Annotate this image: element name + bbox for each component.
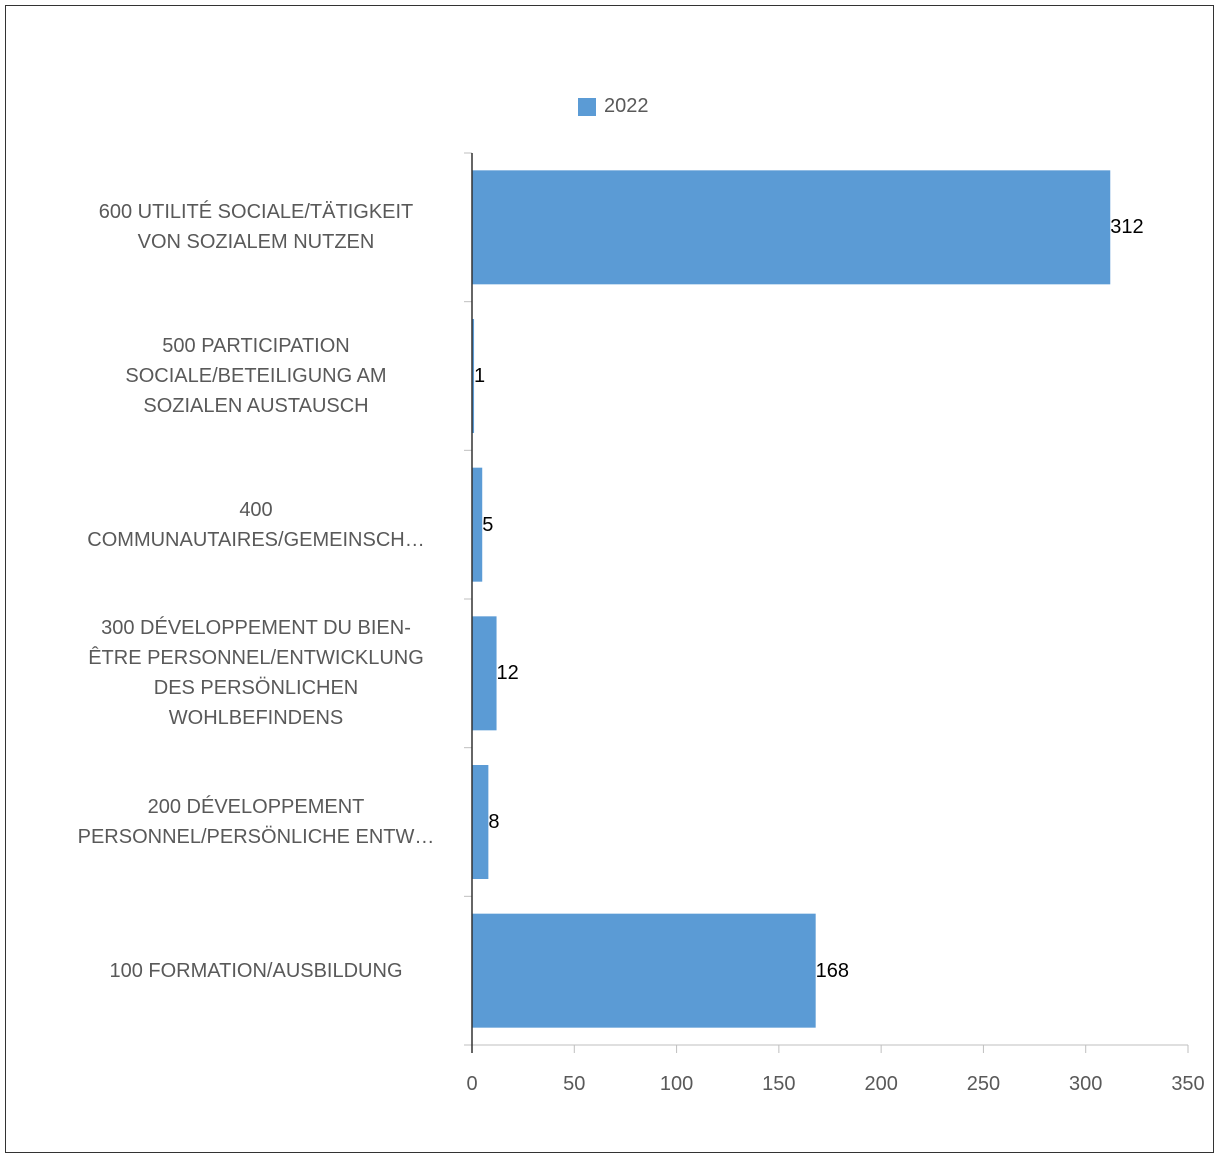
category-label-line: COMMUNAUTAIRES/GEMEINSCH… (87, 528, 425, 551)
bar (472, 765, 489, 879)
category-label: 400 COMMUNAUTAIRES/GEMEINSCH… (56, 495, 456, 555)
category-label: 200 DÉVELOPPEMENT PERSONNEL/PERSÖNLICHE E… (56, 792, 456, 852)
category-label-line: DES PERSÖNLICHEN (153, 677, 359, 700)
data-label: 5 (482, 513, 494, 536)
x-tick-label: 200 (864, 1073, 898, 1095)
category-label-line: 400 (239, 498, 273, 521)
category-label-line: 500 PARTICIPATION (162, 335, 350, 357)
category-label-line: PERSONNEL/PERSÖNLICHE ENTW… (77, 826, 435, 848)
category-label-line: 600 UTILITÉ SOCIALE/TÄTIGKEIT (98, 201, 414, 224)
x-tick-label: 150 (762, 1073, 796, 1095)
category-label: 600 UTILITÉ SOCIALE/TÄTIGKEIT VON SOZIALE… (56, 197, 456, 257)
legend-label: 2022 (604, 95, 649, 117)
category-label-line: WOHLBEFINDENS (168, 707, 344, 730)
bar (472, 616, 497, 731)
category-label: 500 PARTICIPATION SOCIALE/BETEILIGUNG AM S… (56, 331, 456, 421)
x-tick-label: 0 (466, 1073, 478, 1095)
data-label: 1 (474, 365, 486, 387)
category-label-line: 200 DÉVELOPPEMENT (147, 796, 365, 818)
category-label: 100 FORMATION/AUSBILDUNG (56, 956, 456, 986)
x-tick-label: 100 (659, 1073, 694, 1095)
data-label: 8 (488, 811, 500, 833)
category-label-line: 300 DÉVELOPPEMENT DU BIEN- (101, 617, 411, 640)
x-tick-label: 350 (1171, 1073, 1205, 1095)
legend-swatch (578, 97, 596, 116)
bar (472, 319, 475, 433)
bar (472, 170, 1111, 285)
data-label: 312 (1110, 216, 1144, 239)
category-label: 300 DÉVELOPPEMENT DU BIEN- ÊTRE PERSONNEL… (56, 613, 456, 733)
x-tick-label: 250 (966, 1073, 1001, 1095)
bar (472, 467, 483, 582)
data-label: 12 (496, 662, 519, 685)
category-label-line: ÊTRE PERSONNEL/ENTWICKLUNG (88, 647, 424, 670)
category-label-line: SOZIALEN AUSTAUSCH (143, 395, 369, 417)
legend: 2022 (578, 95, 649, 118)
category-label-line: VON SOZIALEM NUTZEN (137, 231, 375, 254)
category-label-line: SOCIALE/BETEILIGUNG AM (125, 365, 387, 387)
category-label-line: 100 FORMATION/AUSBILDUNG (109, 959, 403, 982)
x-tick-label: 50 (563, 1073, 586, 1095)
data-label: 168 (815, 959, 850, 982)
x-tick-label: 300 (1069, 1073, 1103, 1095)
bar (472, 913, 816, 1028)
